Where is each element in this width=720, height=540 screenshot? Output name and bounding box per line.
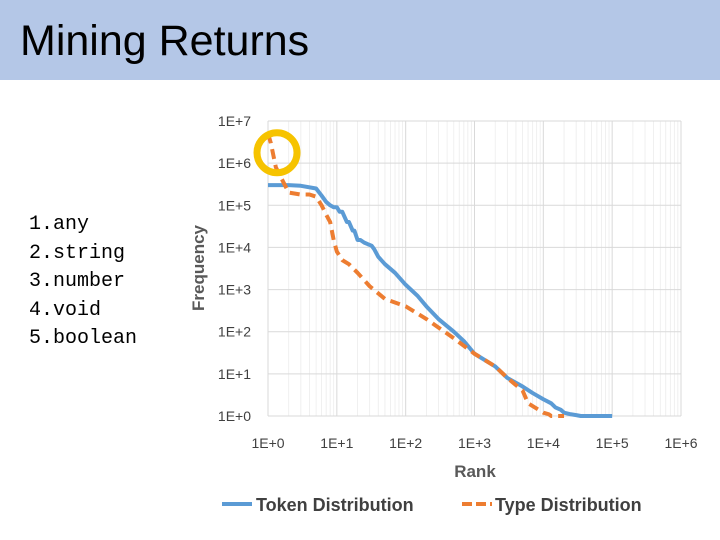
x-tick-label: 1E+2 (389, 435, 422, 451)
return-types-list: 1.any 2.string 3.number 4.void 5.boolean (29, 211, 137, 354)
x-tick-label: 1E+5 (596, 435, 629, 451)
chart-lines (253, 129, 613, 418)
y-tick-label: 1E+7 (218, 113, 251, 129)
x-tick-label: 1E+6 (664, 435, 697, 451)
y-axis-title: Frequency (189, 224, 208, 311)
peak-highlight-circle (253, 129, 301, 177)
y-tick-label: 1E+1 (218, 366, 251, 382)
list-item: 3.number (29, 270, 126, 294)
x-tick-label: 1E+4 (527, 435, 560, 451)
legend-label: Token Distribution (256, 495, 414, 515)
y-tick-label: 1E+5 (218, 197, 251, 213)
type-distribution-line (266, 133, 565, 418)
y-tick-label: 1E+2 (218, 324, 251, 340)
y-tick-label: 1E+0 (218, 408, 251, 424)
list-item: 5.boolean (29, 327, 138, 351)
legend-label: Type Distribution (495, 495, 642, 515)
x-axis-title: Rank (454, 462, 496, 481)
y-tick-labels: 1E+0 1E+1 1E+2 1E+3 1E+4 1E+5 1E+6 1E+7 (218, 113, 251, 424)
x-tick-label: 1E+0 (251, 435, 284, 451)
y-tick-label: 1E+4 (218, 239, 251, 255)
list-item: 4.void (29, 298, 102, 322)
list-item: 2.string (29, 241, 126, 265)
y-tick-label: 1E+6 (218, 155, 251, 171)
x-tick-label: 1E+1 (320, 435, 353, 451)
slide-title: Mining Returns (20, 17, 310, 65)
x-tick-label: 1E+3 (458, 435, 491, 451)
chart-grid (267, 120, 682, 417)
token-distribution-line (268, 183, 613, 418)
title-bar: Mining Returns (0, 0, 720, 80)
chart-legend: Token Distribution Type Distribution (222, 495, 642, 515)
x-tick-labels: 1E+0 1E+1 1E+2 1E+3 1E+4 1E+5 1E+6 (251, 435, 697, 451)
y-tick-label: 1E+3 (218, 282, 251, 298)
list-item: 1.any (29, 213, 90, 236)
